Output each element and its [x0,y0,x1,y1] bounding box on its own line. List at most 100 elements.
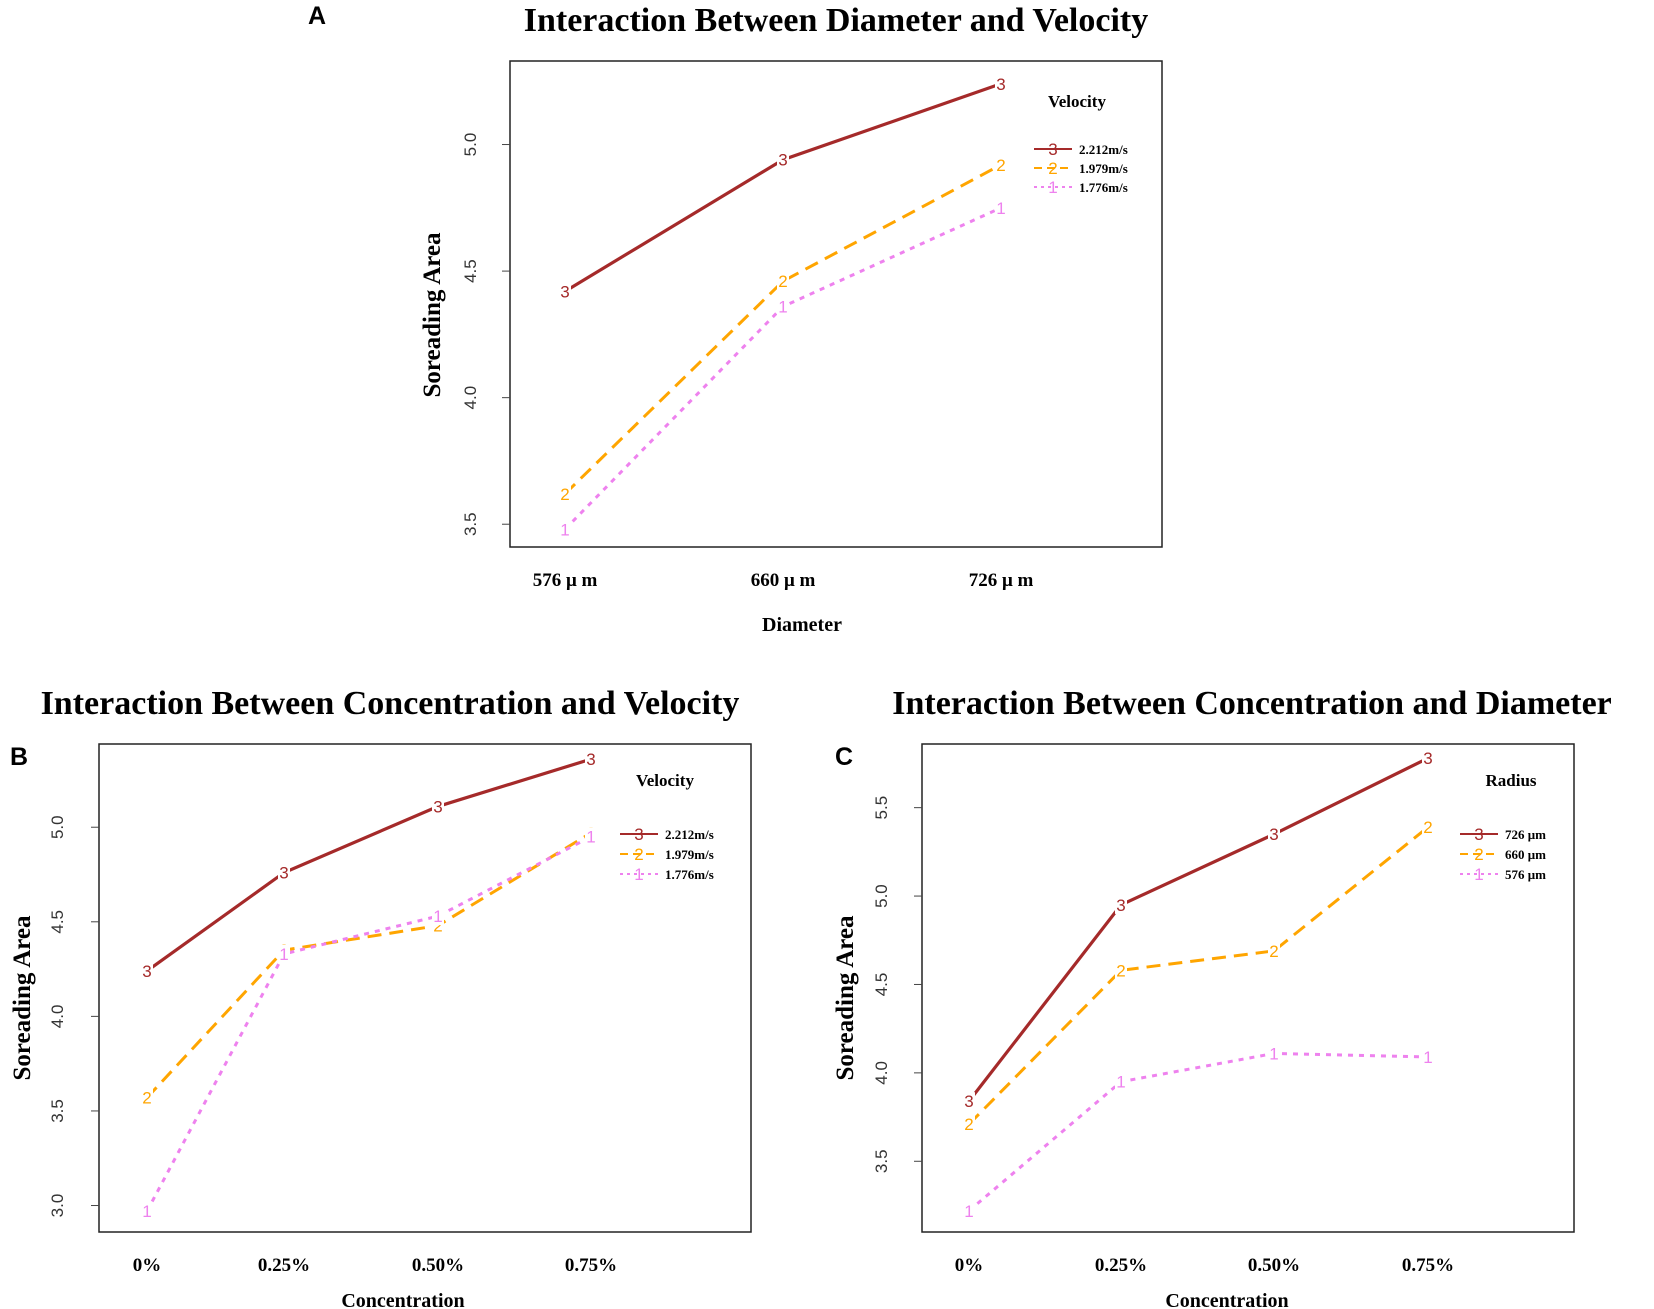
legend-label: 1.776m/s [1079,180,1128,195]
point-marker-bg [141,1088,153,1107]
point-marker-2: 2 [1116,961,1125,980]
point-marker-bg [585,827,597,846]
legend-marker-2: 2 [1048,159,1057,178]
series-line-2 [563,163,1002,495]
plot-frame-a [509,60,1163,548]
point-marker-3: 3 [586,750,595,769]
point-marker-1: 1 [1269,1044,1278,1063]
point-marker-3: 3 [142,962,151,981]
legend-label: 576 μm [1505,867,1546,882]
point-marker-2: 2 [1423,818,1432,837]
x-tick-label: 726 μ m [969,570,1034,591]
point-marker-1: 1 [142,1202,151,1221]
point-marker-3: 3 [1423,749,1432,768]
point-marker-1: 1 [996,199,1005,218]
legend-marker-2: 2 [634,845,643,864]
point-marker-1: 1 [1116,1073,1125,1092]
point-marker-2: 2 [560,485,569,504]
x-tick-label: 0.50% [412,1255,464,1276]
legend-title-a: Velocity [1048,92,1106,111]
point-marker-3: 3 [964,1092,973,1111]
point-marker-1: 1 [279,945,288,964]
point-marker-bg [432,797,444,816]
series-line-3 [146,757,592,973]
plot-frame-c [921,743,1575,1233]
legend-marker-2: 2 [1474,845,1483,864]
x-tick-label: 0.75% [1402,1255,1454,1276]
point-marker-2: 2 [142,1089,151,1108]
legend-label: 1.776m/s [665,867,714,882]
legend-marker-1: 1 [1048,178,1057,197]
point-marker-bg [432,907,444,926]
point-marker-bg [1268,825,1280,844]
legend-title-b: Velocity [636,771,694,790]
legend-label: 660 μm [1505,847,1546,862]
point-marker-1: 1 [964,1202,973,1221]
plot-frame-b [98,743,752,1233]
legend-marker-1: 1 [634,865,643,884]
point-marker-bg [1422,818,1434,837]
y-tick-label: 5.0 [872,884,891,908]
point-marker-bg [1268,1044,1280,1063]
point-marker-2: 2 [964,1115,973,1134]
point-marker-3: 3 [560,282,569,301]
x-tick-label: 0.75% [565,1255,617,1276]
point-marker-1: 1 [1423,1048,1432,1067]
x-axis-label-a: Diameter [762,614,842,636]
point-marker-bg [559,282,571,301]
point-marker-bg [963,1201,975,1220]
y-tick-label: 5.0 [48,815,67,839]
point-marker-3: 3 [279,864,288,883]
series-line-3 [564,82,1002,293]
panel-c: C Interaction Between Concentration and … [832,685,1612,1309]
point-marker-bg [777,150,789,169]
point-marker-3: 3 [1269,825,1278,844]
point-marker-bg [1422,1047,1434,1066]
y-tick-label: 3.0 [48,1194,67,1218]
y-tick-label: 4.0 [461,386,480,410]
legend-title-c: Radius [1485,771,1536,790]
y-tick-label: 3.5 [872,1149,891,1173]
legend-label: 2.212m/s [665,827,714,842]
y-tick-label: 4.5 [461,259,480,283]
point-marker-bg [1268,941,1280,960]
x-axis-label-c: Concentration [1165,1290,1288,1309]
point-marker-bg [1115,895,1127,914]
chart-title-c: Interaction Between Concentration and Di… [892,685,1612,722]
point-marker-bg [559,484,571,503]
point-marker-1: 1 [778,298,787,317]
legend-marker-3: 3 [634,825,643,844]
y-tick-label: 3.5 [461,512,480,536]
point-marker-bg [995,198,1007,217]
legend-marker-1: 1 [1474,865,1483,884]
x-tick-label: 0.25% [1095,1255,1147,1276]
series-line-1 [968,1051,1429,1212]
y-tick-label: 4.0 [48,1005,67,1029]
point-marker-bg [963,1115,975,1134]
legend-marker-3: 3 [1048,140,1057,159]
x-tick-label: 0% [955,1255,984,1276]
plot-area-b: 3.0 3.5 4.0 4.5 5.0 0% 0.25% 0.50% 0.75% 3 3 3 3 3 2.2… [48,750,714,1276]
series-line-1 [563,206,1002,531]
point-marker-bg [1115,961,1127,980]
point-marker-3: 3 [1116,896,1125,915]
y-axis-label-c: Soreading Area [832,915,859,1081]
point-marker-bg [963,1092,975,1111]
y-tick-label: 4.5 [48,910,67,934]
legend-label: 1.979m/s [665,847,714,862]
point-marker-1: 1 [560,520,569,539]
point-marker-2: 2 [996,156,1005,175]
x-tick-label: 0.25% [258,1255,310,1276]
legend-label: 2.212m/s [1079,142,1128,157]
panel-b: B Interaction Between Concentration and … [9,685,752,1309]
point-marker-bg [995,74,1007,93]
point-marker-2: 2 [778,272,787,291]
plot-area-a: 3.5 4.0 4.5 5.0 576 μ m 660 μ m 726 μ m 3 3 3 3 2.2… [461,74,1128,591]
point-marker-bg [585,750,597,769]
y-tick-label: 4.5 [872,973,891,997]
point-marker-bg [1422,749,1434,768]
point-marker-bg [995,155,1007,174]
y-tick-label: 5.0 [461,133,480,157]
legend-label: 726 μm [1505,827,1546,842]
